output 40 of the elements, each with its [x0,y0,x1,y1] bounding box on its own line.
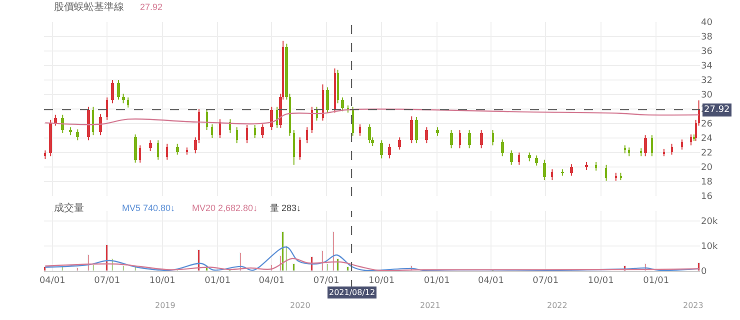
chart-title: 成交量 [54,202,84,214]
chart-title: 股價蜈蚣基準線 [54,1,124,13]
y-tick-label: 20 [701,163,713,174]
y-tick-label: 32 [701,76,712,86]
x-tick-label: 04/01 [258,276,285,286]
x-tick-label: 07/01 [532,276,559,286]
text: 2019 [155,301,176,310]
y-tick-label: 10k [701,242,718,252]
y-tick-label: 30 [701,90,713,101]
text: 2020 [290,301,310,310]
text: MV20 2,682.80↓ [192,203,258,213]
x-tick-label: 01/01 [424,276,450,286]
x-tick-label: 10/01 [149,276,176,286]
text: 2023 [683,301,704,310]
x-tick-label: 01/01 [643,276,670,286]
y-tick-label: 24 [701,134,713,144]
y-tick-label: 26 [701,120,713,130]
text: MV5 740.80↓ [122,203,176,213]
y-tick-label: 36 [701,47,713,58]
y-tick-label: 18 [701,178,713,188]
x-tick-label: 01/01 [204,276,231,286]
x-tick-label: 07/01 [94,276,120,286]
ref-line-label: 27.92 [704,105,730,115]
y-tick-label: 0 [701,267,707,278]
x-tick-label: 10/01 [368,276,395,286]
text: 2021 [420,301,440,310]
y-tick-label: 40 [701,18,713,28]
x-tick-label: 07/01 [313,276,340,286]
annotation: 量 283↓ [270,203,302,213]
y-tick-label: 22 [701,148,712,159]
text: 2022 [547,301,568,310]
text: 27.92 [140,2,163,12]
y-tick-label: 38 [701,32,713,43]
y-tick-label: 16 [701,192,713,202]
y-tick-label: 20k [701,217,718,228]
x-tick-label: 04/01 [39,276,66,286]
ref-line-label: 2021/08/12 [329,288,376,297]
x-tick-label: 04/01 [478,276,504,286]
y-tick-label: 34 [701,62,713,72]
x-tick-label: 10/01 [588,276,614,286]
